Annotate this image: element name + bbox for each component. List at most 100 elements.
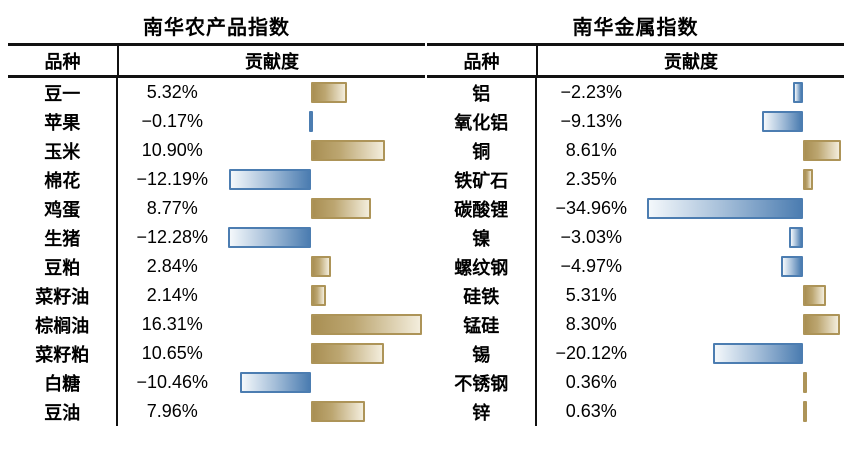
contribution-value: 0.63% <box>565 401 617 421</box>
positive-contribution-bar <box>311 140 386 161</box>
commodity-name: 锌 <box>427 397 538 426</box>
negative-contribution-bar <box>780 256 803 277</box>
agri-table-header: 品种 贡献度 <box>8 43 425 78</box>
positive-contribution-bar <box>802 169 814 190</box>
negative-contribution-bar <box>761 111 803 132</box>
table-row: 豆油 7.96% <box>8 397 425 426</box>
commodity-name: 棕榈油 <box>8 310 119 339</box>
contribution-value: 5.32% <box>146 82 198 102</box>
contribution-bar-cell <box>226 252 425 281</box>
variety-column-header: 品种 <box>8 46 119 75</box>
contribution-bar-cell <box>226 397 425 426</box>
contribution-value: 0.36% <box>565 372 617 392</box>
commodity-name: 菜籽油 <box>8 281 119 310</box>
contribution-value: 8.77% <box>146 198 198 218</box>
table-row: 锰硅 8.30% <box>427 310 844 339</box>
commodity-name: 铜 <box>427 136 538 165</box>
contribution-bar-cell <box>226 368 425 397</box>
commodity-name: 鸡蛋 <box>8 194 119 223</box>
commodity-name: 白糖 <box>8 368 119 397</box>
table-row: 生猪 −12.28% <box>8 223 425 252</box>
contribution-value: −12.19% <box>136 169 208 189</box>
contribution-value: 5.31% <box>565 285 617 305</box>
positive-contribution-bar <box>802 140 841 161</box>
agri-table-rows: 豆一 5.32% 苹果 −0.17% 玉米 10.90% 棉花 −12.19% 鸡蛋 8.77% 生… <box>8 78 425 426</box>
agri-index-table: 南华农产品指数 品种 贡献度 豆一 5.32% 苹果 −0.17% 玉米 10.90% 棉花… <box>8 6 425 426</box>
table-row: 鸡蛋 8.77% <box>8 194 425 223</box>
contribution-value: 10.90% <box>141 140 203 160</box>
table-row: 豆一 5.32% <box>8 78 425 107</box>
contribution-value: −12.28% <box>136 227 208 247</box>
commodity-name: 螺纹钢 <box>427 252 538 281</box>
positive-contribution-bar <box>311 401 366 422</box>
contribution-value: 16.31% <box>141 314 203 334</box>
commodity-name: 豆一 <box>8 78 119 107</box>
contribution-value: −3.03% <box>560 227 622 247</box>
contribution-bar-cell <box>226 339 425 368</box>
table-row: 硅铁 5.31% <box>427 281 844 310</box>
positive-contribution-bar <box>802 285 827 306</box>
contribution-bar-cell <box>226 194 425 223</box>
commodity-name: 生猪 <box>8 223 119 252</box>
contribution-value: −2.23% <box>560 82 622 102</box>
commodity-name: 铁矿石 <box>427 165 538 194</box>
contribution-value: −4.97% <box>560 256 622 276</box>
positive-contribution-bar <box>311 256 331 277</box>
table-row: 锌 0.63% <box>427 397 844 426</box>
contribution-value: 2.14% <box>146 285 198 305</box>
negative-contribution-bar <box>713 343 803 364</box>
table-row: 螺纹钢 −4.97% <box>427 252 844 281</box>
contribution-bar-cell <box>645 397 844 426</box>
positive-contribution-bar <box>311 285 326 306</box>
table-row: 豆粕 2.84% <box>8 252 425 281</box>
positive-contribution-bar <box>802 401 807 422</box>
positive-contribution-bar <box>311 314 422 335</box>
table-row: 苹果 −0.17% <box>8 107 425 136</box>
contribution-bar-cell <box>645 194 844 223</box>
negative-contribution-bar <box>309 111 314 132</box>
contribution-bar-cell <box>645 310 844 339</box>
negative-contribution-bar <box>240 372 312 393</box>
metal-table-rows: 铝 −2.23% 氧化铝 −9.13% 铜 8.61% 铁矿石 2.35% 碳酸锂 −34.96%… <box>427 78 844 426</box>
contribution-value: 2.84% <box>146 256 198 276</box>
table-row: 镍 −3.03% <box>427 223 844 252</box>
positive-contribution-bar <box>311 343 384 364</box>
commodity-name: 锰硅 <box>427 310 538 339</box>
contribution-bar-cell <box>226 107 425 136</box>
variety-column-header: 品种 <box>427 46 538 75</box>
contribution-bar-cell <box>226 281 425 310</box>
negative-contribution-bar <box>792 82 803 103</box>
table-row: 铝 −2.23% <box>427 78 844 107</box>
commodity-name: 氧化铝 <box>427 107 538 136</box>
table-row: 不锈钢 0.36% <box>427 368 844 397</box>
commodity-name: 不锈钢 <box>427 368 538 397</box>
negative-contribution-bar <box>227 227 312 248</box>
table-row: 铜 8.61% <box>427 136 844 165</box>
tables-wrap: 南华农产品指数 品种 贡献度 豆一 5.32% 苹果 −0.17% 玉米 10.90% 棉花… <box>8 6 844 426</box>
contribution-bar-cell <box>226 223 425 252</box>
table-row: 锡 −20.12% <box>427 339 844 368</box>
contribution-bar-cell <box>645 78 844 107</box>
contribution-value: 2.35% <box>565 169 617 189</box>
contribution-bar-cell <box>226 78 425 107</box>
commodity-name: 豆粕 <box>8 252 119 281</box>
table-row: 碳酸锂 −34.96% <box>427 194 844 223</box>
negative-contribution-bar <box>789 227 803 248</box>
commodity-name: 豆油 <box>8 397 119 426</box>
table-row: 棉花 −12.19% <box>8 165 425 194</box>
contribution-bar-cell <box>226 310 425 339</box>
contribution-bar-cell <box>645 223 844 252</box>
commodity-name: 碳酸锂 <box>427 194 538 223</box>
positive-contribution-bar <box>802 314 840 335</box>
agri-table-title: 南华农产品指数 <box>143 17 290 39</box>
contribution-value: 8.30% <box>565 314 617 334</box>
positive-contribution-bar <box>802 372 807 393</box>
commodity-name: 镍 <box>427 223 538 252</box>
table-row: 菜籽粕 10.65% <box>8 339 425 368</box>
table-row: 棕榈油 16.31% <box>8 310 425 339</box>
contribution-bar-cell <box>645 252 844 281</box>
contribution-value: 7.96% <box>146 401 198 421</box>
contribution-value: 8.61% <box>565 140 617 160</box>
metal-table-title: 南华金属指数 <box>572 17 699 39</box>
